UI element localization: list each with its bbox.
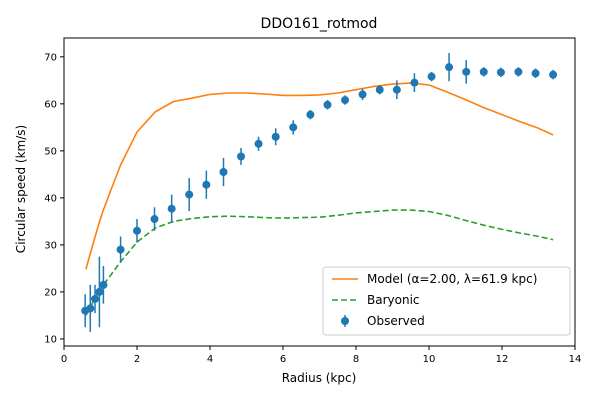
y-tick-label: 20	[44, 287, 57, 298]
legend-entry-label: Model (α=2.00, λ=61.9 kpc)	[367, 272, 537, 286]
observed-point	[306, 110, 315, 119]
legend-entry-label: Baryonic	[367, 293, 420, 307]
x-tick-label: 10	[423, 354, 436, 365]
legend-box	[322, 266, 571, 336]
legend-entry-label: Observed	[367, 314, 425, 328]
observed-point	[549, 70, 558, 79]
observed-point	[358, 90, 367, 99]
x-tick-label: 12	[496, 354, 509, 365]
observed-point	[410, 78, 419, 87]
legend: Model (α=2.00, λ=61.9 kpc) Baryonic Observ…	[322, 266, 571, 336]
x-tick-label: 4	[207, 354, 213, 365]
observed-point	[219, 168, 228, 177]
observed-point	[91, 294, 100, 303]
observed-point	[237, 152, 246, 161]
x-tick-label: 14	[569, 354, 582, 365]
observed-point	[392, 85, 401, 94]
legend-observed-marker	[341, 317, 349, 325]
observed-point	[271, 132, 280, 141]
observed-point	[289, 123, 298, 132]
x-tick-label: 6	[280, 354, 286, 365]
observed-point	[341, 96, 350, 105]
observed-point	[445, 63, 454, 72]
y-tick-label: 70	[44, 52, 57, 63]
y-tick-label: 10	[44, 334, 57, 345]
y-tick-label: 60	[44, 99, 57, 110]
observed-point	[514, 67, 523, 76]
x-axis-label: Radius (kpc)	[282, 371, 357, 385]
plot-content	[81, 53, 558, 332]
x-tick-label: 2	[134, 354, 140, 365]
observed-point	[531, 69, 540, 78]
y-tick-label: 40	[44, 193, 57, 204]
observed-point	[462, 67, 471, 76]
chart-title: DDO161_rotmod	[261, 16, 378, 32]
y-tick-label: 30	[44, 240, 57, 251]
observed-point	[99, 280, 108, 289]
observed-point	[86, 304, 95, 313]
observed-point	[375, 85, 384, 94]
observed-point	[479, 67, 488, 76]
observed-point	[150, 215, 159, 224]
observed-point	[202, 180, 211, 189]
observed-point	[254, 139, 263, 148]
observed-point	[133, 226, 141, 235]
y-axis-label: Circular speed (km/s)	[14, 125, 28, 253]
observed-point	[427, 72, 436, 81]
model-line	[85, 82, 554, 270]
observed-point	[116, 245, 125, 254]
observed-point	[496, 68, 505, 77]
y-tick-label: 50	[44, 146, 57, 157]
plot-frame	[63, 37, 576, 347]
axes: 0 2 4 6 8 10 12 14 10 20 30 40 50 60 70	[44, 37, 582, 365]
observed-point	[167, 204, 176, 213]
observed-point	[95, 287, 104, 296]
observed-point	[323, 100, 332, 109]
observed-point	[185, 190, 194, 199]
x-tick-label: 8	[353, 354, 359, 365]
x-tick-label: 0	[61, 354, 67, 365]
